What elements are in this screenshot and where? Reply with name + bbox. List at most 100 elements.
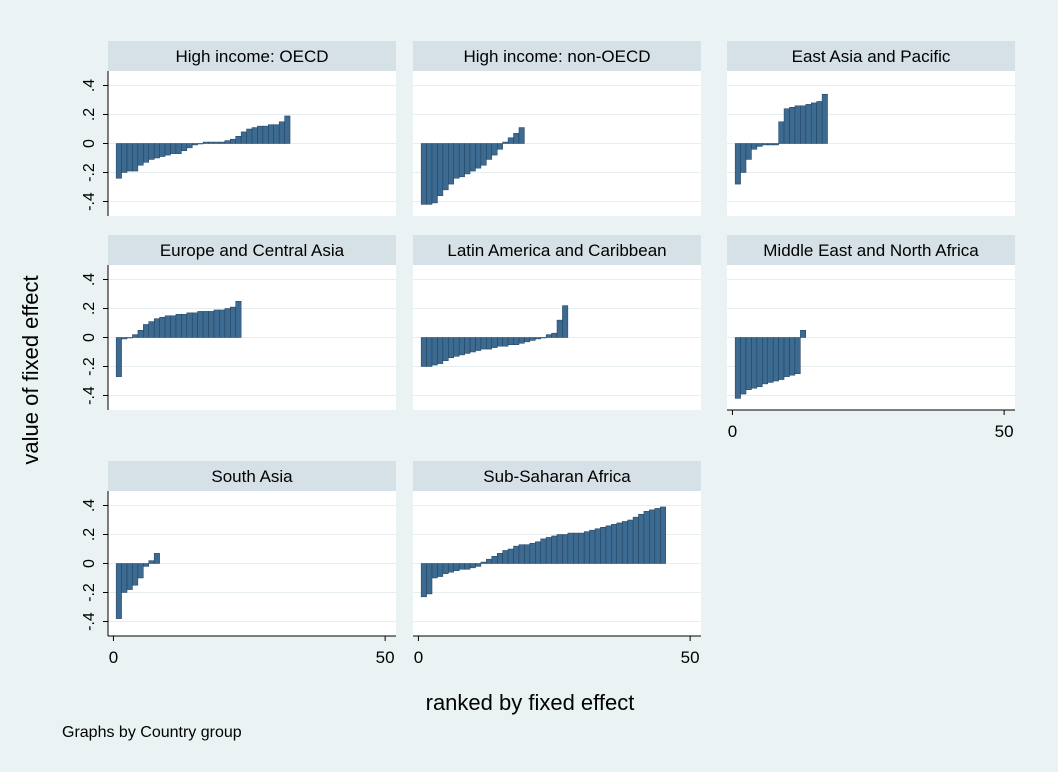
bar (816, 101, 823, 144)
panel-title: Middle East and North Africa (763, 241, 979, 260)
bar (475, 143, 482, 169)
bar (540, 337, 547, 339)
panel-title-strip (413, 461, 701, 491)
bar (121, 563, 128, 593)
bar (431, 337, 438, 366)
bar (251, 127, 258, 144)
bar (153, 553, 160, 564)
bar (583, 531, 590, 564)
bar (762, 143, 769, 146)
bar (800, 330, 807, 338)
bar (654, 508, 661, 564)
bar (148, 560, 155, 564)
bar (464, 143, 471, 175)
bar (284, 115, 291, 144)
x-tick-label: 0 (109, 648, 118, 667)
panel-title: Sub-Saharan Africa (483, 467, 631, 486)
bar (181, 143, 188, 151)
bar (273, 124, 280, 144)
bar (783, 337, 790, 377)
bar (540, 538, 547, 564)
bar (643, 511, 650, 564)
bar (202, 311, 209, 338)
bar (529, 337, 536, 341)
bar (556, 319, 563, 338)
bar (778, 337, 785, 380)
bar (420, 563, 427, 598)
bar (170, 143, 177, 154)
x-tick-label: 50 (995, 422, 1014, 441)
bar (469, 337, 476, 353)
panel-title: East Asia and Pacific (792, 47, 951, 66)
bar (772, 143, 779, 146)
bar (126, 143, 133, 172)
bar (740, 337, 747, 395)
y-tick-label: .4 (81, 499, 98, 512)
y-tick-label: -.4 (81, 192, 98, 211)
y-tick-label: .4 (81, 273, 98, 286)
bar (632, 516, 639, 564)
bar (751, 337, 758, 389)
bar (589, 529, 596, 564)
bar (115, 143, 122, 179)
bar (789, 337, 796, 376)
bar (186, 312, 193, 338)
bar (491, 143, 498, 156)
bar (518, 127, 525, 144)
bar (453, 143, 460, 179)
panel-title: Europe and Central Asia (160, 241, 345, 260)
y-tick-label: -.2 (81, 583, 98, 602)
bar (153, 318, 160, 338)
bar (431, 143, 438, 204)
bar (230, 306, 236, 338)
bar (132, 563, 139, 586)
y-tick-label: 0 (81, 559, 98, 568)
y-axis-title: value of fixed effect (18, 275, 43, 464)
bar (756, 337, 763, 388)
bar (794, 337, 801, 374)
footnote: Graphs by Country group (62, 724, 242, 741)
bar (778, 121, 785, 144)
bar (578, 532, 585, 564)
bar (148, 143, 155, 160)
bar (121, 143, 128, 173)
bar (821, 93, 828, 144)
bar (137, 330, 144, 338)
bar (213, 309, 220, 338)
bar (486, 143, 493, 160)
bar (191, 143, 198, 146)
bar (496, 553, 503, 564)
bar (616, 522, 623, 564)
bar (627, 519, 634, 564)
bar (230, 138, 236, 144)
y-tick-label: .4 (81, 79, 98, 92)
bar (491, 337, 498, 348)
x-tick-label: 0 (414, 648, 423, 667)
bar (573, 532, 579, 564)
bar (556, 534, 563, 564)
x-axis-title: ranked by fixed effect (426, 690, 635, 715)
bar (181, 314, 188, 338)
bar (751, 143, 758, 150)
bar (197, 311, 204, 338)
bar (605, 525, 612, 564)
bar (507, 548, 514, 564)
bar (426, 563, 433, 595)
bar (268, 124, 274, 144)
bar (480, 337, 487, 350)
bar (545, 334, 552, 338)
bar (159, 316, 166, 338)
bar (734, 143, 741, 185)
y-tick-label: .2 (81, 108, 98, 121)
bar (143, 563, 150, 567)
bar (502, 337, 509, 347)
bar (767, 143, 774, 146)
bar (800, 105, 807, 144)
bar (137, 143, 144, 166)
panel: East Asia and Pacific (727, 41, 1015, 216)
bar (164, 143, 171, 156)
bar (153, 143, 160, 159)
panel-title-strip (108, 41, 396, 71)
